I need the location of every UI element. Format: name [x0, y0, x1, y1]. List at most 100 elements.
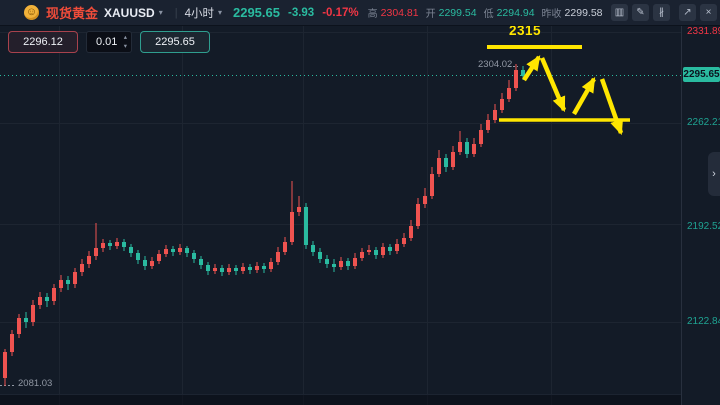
sell-button[interactable]: 2296.12 [8, 31, 78, 53]
stepper-down-icon[interactable]: ▾ [123, 43, 127, 50]
candle [227, 268, 231, 272]
candle [416, 204, 420, 226]
candle [213, 268, 217, 271]
high-price-label: 2304.02 [478, 59, 513, 70]
annotation-arrow[interactable] [522, 55, 541, 82]
chart-type-icon[interactable]: ▥ [611, 4, 628, 21]
candle [395, 244, 399, 251]
candle [486, 120, 490, 130]
annotation-target-price: 2315 [509, 23, 542, 38]
draw-icon[interactable]: ✎ [632, 4, 649, 21]
current-price-badge: 2295.65 [683, 67, 720, 82]
candle [94, 248, 98, 256]
stat-value: 2299.54 [438, 6, 477, 19]
candle [451, 152, 455, 167]
price-axis[interactable]: 2295.65 2331.89 2262.21 2192.52 2122.84 [681, 26, 720, 405]
close-icon[interactable]: × [700, 4, 717, 21]
stat-value: 2304.81 [380, 6, 419, 19]
tools-icon[interactable]: ∦ [653, 4, 670, 21]
expand-icon[interactable]: ↗ [679, 4, 696, 21]
candle [346, 261, 350, 266]
price-change-percent: -0.17% [322, 6, 359, 19]
candle [192, 253, 196, 259]
candle [129, 247, 133, 253]
candle [59, 280, 63, 288]
candle [220, 268, 224, 272]
candle [10, 334, 14, 352]
quick-trade-panel: 2296.12 0.01 ▴ ▾ 2295.65 [8, 31, 210, 53]
divider: | [174, 6, 178, 19]
candle [493, 110, 497, 120]
candle [367, 250, 371, 252]
trend-annotations[interactable] [487, 45, 630, 136]
candle [325, 259, 329, 264]
candle [318, 252, 322, 259]
candle [521, 70, 525, 76]
candle [122, 242, 126, 247]
instrument-name: 现货黄金 [46, 6, 99, 21]
stepper-up-icon[interactable]: ▴ [123, 34, 127, 41]
candle [73, 272, 77, 284]
annotation-arrow[interactable] [539, 57, 567, 113]
candle [3, 352, 7, 378]
annotation-arrow[interactable] [572, 77, 596, 116]
stat-value: 2294.94 [496, 6, 535, 19]
axis-price-label: 2331.89 [687, 26, 720, 37]
candle [234, 268, 238, 271]
candle [17, 318, 21, 334]
stat-label: 低 [483, 9, 494, 20]
annotation-arrow[interactable] [599, 78, 624, 136]
candle [339, 261, 343, 267]
candle [507, 88, 511, 99]
candle [248, 267, 252, 270]
candle [423, 196, 427, 204]
candle [430, 174, 434, 196]
candle [80, 264, 84, 272]
candle [255, 266, 259, 270]
candle [374, 250, 378, 255]
candle [185, 248, 189, 253]
candle [66, 280, 70, 284]
candle [444, 158, 448, 167]
candle [52, 288, 56, 301]
candle [108, 243, 112, 246]
candle [171, 249, 175, 252]
candle [269, 262, 273, 269]
quantity-stepper[interactable]: 0.01 ▴ ▾ [86, 31, 132, 53]
candles-layer [3, 64, 525, 386]
candle [388, 247, 392, 251]
stat-label: 开 [425, 9, 436, 20]
chart-toolbar: ▥ ✎ ∦ ↗ × [611, 4, 717, 21]
stat-open: 开 2299.54 [425, 5, 477, 21]
candle [360, 252, 364, 258]
stepper-arrows: ▴ ▾ [124, 34, 127, 52]
stat-high: 高 2304.81 [368, 5, 419, 21]
candle [150, 261, 154, 266]
candle [115, 242, 119, 246]
panel-expand-handle[interactable]: › [708, 152, 720, 196]
candle [45, 297, 49, 301]
chevron-right-icon: › [712, 168, 716, 180]
symbol-selector[interactable]: XAUUSD [104, 5, 155, 20]
candle [31, 305, 35, 322]
candle [514, 70, 518, 88]
candle [283, 242, 287, 252]
gold-coin-icon: ☺ [24, 5, 39, 20]
stat-label: 昨收 [541, 9, 562, 20]
candle [143, 260, 147, 266]
candle [458, 142, 462, 152]
candle [136, 253, 140, 260]
low-price-label: 2081.03 [18, 378, 53, 389]
candle [241, 267, 245, 271]
time-axis[interactable] [0, 394, 682, 405]
stat-low: 低 2294.94 [483, 5, 535, 21]
stat-value: 2299.58 [564, 6, 603, 19]
candle [262, 266, 266, 269]
timeframe-selector[interactable]: 4小时 [184, 7, 214, 20]
buy-button[interactable]: 2295.65 [140, 31, 210, 53]
candle [206, 265, 210, 271]
candle [157, 254, 161, 261]
axis-price-label: 2122.84 [687, 316, 720, 327]
